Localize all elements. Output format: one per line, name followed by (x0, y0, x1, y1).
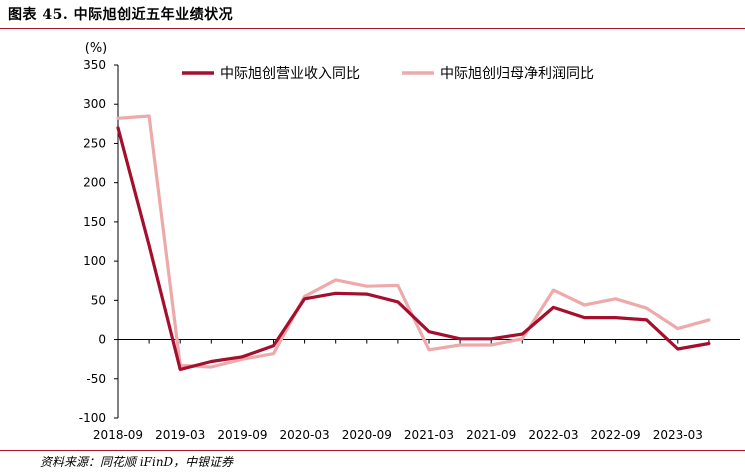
series-lines (116, 114, 711, 371)
x-tick-label: 2021-09 (466, 428, 516, 442)
legend: 中际旭创营业收入同比 中际旭创归母净利润同比 (182, 65, 594, 82)
top-rule (0, 28, 745, 29)
y-tick-label: 0 (98, 333, 106, 347)
x-tick-label: 2018-09 (93, 428, 143, 442)
x-tick-label: 2019-09 (217, 428, 267, 442)
x-tick-label: 2020-03 (280, 428, 330, 442)
source-note: 资料来源：同花顺 iFinD，中银证券 (40, 455, 234, 469)
series-line-1 (116, 114, 711, 369)
x-tick-label: 2023-03 (653, 428, 703, 442)
x-tick-label: 2022-03 (528, 428, 578, 442)
legend-label-0: 中际旭创营业收入同比 (220, 66, 360, 82)
y-tick-label: 50 (91, 293, 106, 307)
y-tick-label: 200 (83, 176, 106, 190)
bottom-rule (0, 450, 745, 451)
y-tick-label: -50 (86, 372, 106, 386)
x-tick-label: 2019-03 (155, 428, 205, 442)
x-tick-label: 2021-03 (404, 428, 454, 442)
chart: (%) -100 -50 0 50 100 150 200 250 300 350 2018-09 2… (79, 41, 740, 442)
x-tick-label: 2020-09 (342, 428, 392, 442)
figure-title: 图表 45. 中际旭创近五年业绩状况 (8, 7, 234, 23)
y-tick-label: 100 (83, 254, 106, 268)
y-tick-label: 250 (83, 136, 106, 150)
series-line-0 (116, 126, 711, 371)
y-tick-label: 350 (83, 58, 106, 72)
y-tick-label: 150 (83, 215, 106, 229)
y-tick-label: 300 (83, 97, 106, 111)
legend-label-1: 中际旭创归母净利润同比 (440, 65, 594, 82)
y-tick-label: -100 (79, 411, 106, 425)
y-axis-label: (%) (85, 41, 108, 56)
axes: -100 -50 0 50 100 150 200 250 300 350 2018-09 2019-… (79, 58, 740, 442)
x-tick-label: 2022-09 (591, 428, 641, 442)
